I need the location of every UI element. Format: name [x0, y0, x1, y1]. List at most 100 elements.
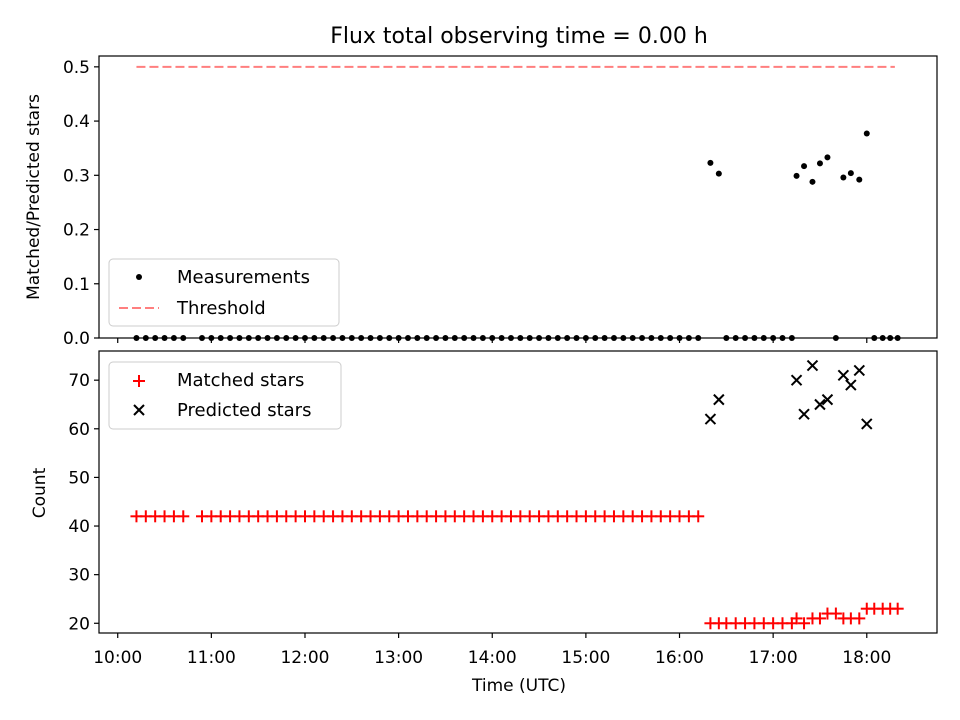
measurement-point	[507, 335, 514, 341]
measurement-point	[404, 335, 411, 341]
measurement-point	[648, 335, 655, 341]
measurement-point	[610, 335, 617, 341]
measurement-point	[793, 172, 800, 179]
x-tick-label: 13:00	[374, 648, 423, 668]
predicted-star-point	[814, 398, 826, 411]
x-tick-label: 14:00	[468, 648, 517, 668]
ratio-panel: 0.0 0.1 0.2 0.3 0.4 0.5 Matched/Predicted sta…	[24, 55, 938, 349]
measurement-point	[227, 335, 234, 341]
measurement-point	[217, 335, 224, 341]
ratio-points	[133, 130, 901, 341]
measurement-point	[489, 335, 496, 341]
measurement-point	[320, 335, 327, 341]
measurement-point	[879, 335, 886, 341]
measurement-point	[554, 335, 561, 341]
measurement-point	[573, 335, 580, 341]
measurement-point	[470, 335, 477, 341]
matched-star-point	[177, 510, 190, 523]
measurement-point	[779, 335, 786, 341]
measurement-point	[601, 335, 608, 341]
matched-star-point	[790, 612, 803, 625]
measurement-point	[545, 335, 552, 341]
matched-star-point	[891, 602, 904, 615]
ratio-legend: Measurements Threshold	[108, 258, 340, 327]
measurement-point	[685, 335, 692, 341]
measurement-point	[809, 178, 816, 185]
measurement-point	[479, 335, 486, 341]
measurement-point	[292, 335, 299, 341]
measurement-point	[695, 335, 702, 341]
legend-measurements: Measurements	[177, 267, 310, 288]
matched-star-point	[813, 612, 826, 625]
measurement-point	[707, 159, 714, 166]
measurement-point	[667, 335, 674, 341]
measurement-point	[871, 335, 878, 341]
matched-star-point	[829, 607, 842, 620]
measurement-point	[348, 335, 355, 341]
measurements-legend-marker	[136, 274, 142, 280]
measurement-point	[847, 170, 854, 177]
y-tick-label: 0.1	[63, 275, 90, 295]
measurement-point	[414, 335, 421, 341]
measurement-point	[301, 335, 308, 341]
predicted-star-point	[704, 413, 717, 425]
measurement-point	[723, 335, 730, 341]
measurement-point	[208, 335, 215, 341]
legend-predicted-stars: Predicted stars	[177, 400, 311, 421]
measurement-point	[676, 335, 683, 341]
x-tick-label: 12:00	[280, 648, 329, 668]
count-panel: 20 30 40 50 60 70 Count Matched stars Predict…	[30, 350, 938, 696]
y-tick-label: 0.0	[63, 329, 90, 349]
measurement-point	[152, 335, 159, 341]
measurement-point	[801, 163, 808, 170]
predicted-star-point	[806, 359, 819, 372]
legend-matched-stars: Matched stars	[177, 370, 304, 391]
measurement-point	[311, 335, 318, 341]
measurement-point	[395, 335, 402, 341]
measurement-point	[170, 335, 177, 341]
x-tick-label: 16:00	[655, 648, 704, 668]
measurement-point	[536, 335, 543, 341]
x-tick-label: 15:00	[561, 648, 610, 668]
measurement-point	[255, 335, 262, 341]
y-tick-label: 70	[68, 371, 90, 391]
x-tick-label: 11:00	[187, 648, 236, 668]
predicted-star-point	[845, 379, 857, 391]
x-tick-label: 18:00	[842, 648, 891, 668]
measurement-point	[840, 174, 847, 181]
measurement-point	[894, 335, 901, 341]
y-tick-label: 60	[68, 420, 90, 440]
measurement-point	[639, 335, 646, 341]
measurement-point	[180, 335, 187, 341]
measurement-point	[273, 335, 280, 341]
measurement-point	[751, 335, 758, 341]
x-axis-label: Time (UTC)	[471, 676, 566, 696]
predicted-star-point	[798, 408, 810, 420]
measurement-point	[582, 335, 589, 341]
predicted-star-point	[713, 393, 725, 406]
measurement-point	[657, 335, 664, 341]
measurement-point	[433, 335, 440, 341]
measurement-point	[498, 335, 505, 341]
ratio-legend-box	[108, 258, 340, 327]
measurement-point	[742, 335, 749, 341]
predicted-star-point	[853, 364, 865, 377]
measurement-point	[461, 335, 468, 341]
measurement-point	[770, 335, 777, 341]
measurement-point	[760, 335, 767, 341]
measurement-point	[198, 335, 205, 341]
ratio-y-axis-label: Matched/Predicted stars	[24, 94, 44, 300]
y-tick-label: 0.3	[63, 166, 90, 186]
measurement-point	[283, 335, 290, 341]
count-legend-box	[108, 361, 342, 430]
count-points	[130, 359, 904, 630]
measurement-point	[517, 335, 524, 341]
y-tick-label: 20	[68, 614, 90, 634]
measurement-point	[732, 335, 739, 341]
x-tick-label: 10:00	[93, 648, 142, 668]
measurement-point	[161, 335, 168, 341]
count-legend: Matched stars Predicted stars	[108, 361, 342, 430]
measurement-point	[367, 335, 374, 341]
count-frame	[98, 350, 938, 634]
